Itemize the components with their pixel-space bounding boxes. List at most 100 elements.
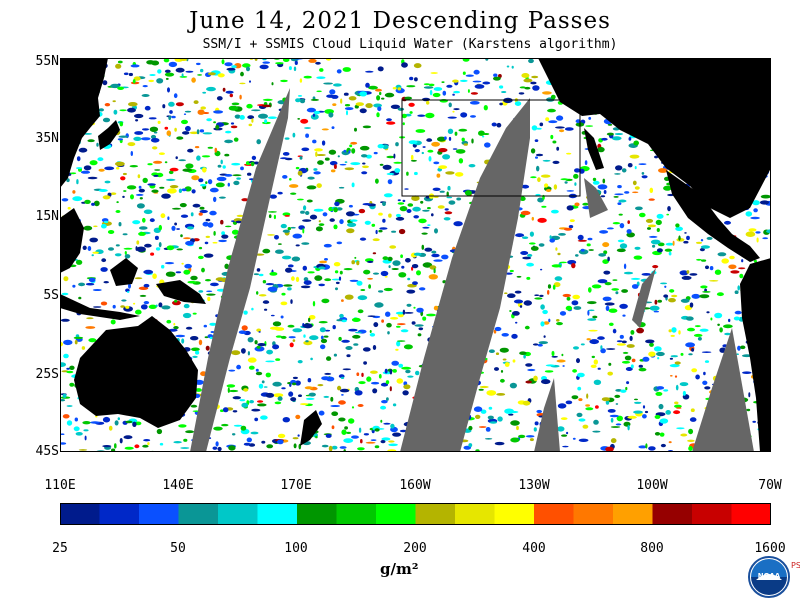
cloud-speck	[333, 353, 337, 357]
cloud-speck	[272, 344, 280, 350]
cloud-speck	[619, 334, 624, 339]
cloud-speck	[636, 327, 644, 334]
cloud-speck	[158, 302, 163, 308]
cloud-speck	[753, 208, 758, 213]
cloud-speck	[665, 242, 674, 246]
cloud-speck	[437, 136, 446, 142]
cloud-speck	[362, 125, 372, 129]
cloud-speck	[372, 345, 377, 350]
cloud-speck	[344, 104, 351, 107]
cloud-speck	[358, 208, 366, 214]
cloud-speck	[632, 180, 637, 186]
cloud-speck	[645, 218, 654, 223]
cloud-speck	[367, 277, 373, 280]
cloud-speck	[263, 386, 268, 388]
cloud-speck	[217, 164, 222, 168]
cloud-speck	[433, 305, 439, 311]
cloud-speck	[585, 404, 590, 407]
cloud-speck	[205, 345, 210, 351]
cloud-speck	[597, 367, 601, 370]
cloud-speck	[331, 445, 338, 450]
cloud-speck	[578, 418, 586, 422]
cloud-speck	[615, 165, 623, 171]
cloud-speck	[422, 262, 433, 268]
cloud-speck	[322, 212, 328, 217]
cloud-speck	[135, 193, 144, 196]
cloud-speck	[663, 389, 669, 392]
cloud-speck	[97, 157, 104, 162]
cloud-speck	[227, 182, 230, 187]
cloud-speck	[183, 438, 188, 442]
cloud-speck	[551, 355, 558, 358]
cloud-speck	[260, 415, 268, 420]
cloud-speck	[193, 100, 199, 104]
cloud-speck	[681, 275, 692, 280]
cloud-speck	[657, 299, 662, 303]
cloud-speck	[297, 434, 300, 437]
cloud-speck	[680, 433, 688, 437]
cloud-speck	[402, 309, 406, 315]
cloud-speck	[185, 125, 191, 132]
cloud-speck	[491, 122, 497, 127]
cloud-speck	[254, 417, 259, 422]
cloud-speck	[374, 428, 380, 432]
cloud-speck	[616, 415, 623, 422]
cloud-speck	[255, 368, 259, 372]
cloud-speck	[62, 414, 70, 419]
cloud-speck	[281, 255, 292, 260]
cloud-speck	[607, 409, 616, 413]
cloud-speck	[668, 298, 676, 303]
cloud-speck	[350, 141, 358, 145]
cloud-speck	[198, 339, 203, 346]
land-central-america	[666, 170, 760, 262]
cloud-speck	[144, 105, 151, 111]
cloud-speck	[318, 220, 321, 223]
cloud-speck	[552, 160, 560, 164]
cloud-speck	[206, 293, 216, 296]
cloud-speck	[221, 234, 229, 239]
cloud-speck	[183, 303, 190, 309]
cloud-speck	[282, 229, 290, 233]
cloud-speck	[175, 67, 185, 73]
cloud-speck	[493, 73, 498, 77]
cloud-speck	[225, 225, 232, 228]
cloud-speck	[444, 208, 449, 211]
cloud-speck	[386, 322, 392, 328]
cloud-speck	[686, 235, 690, 241]
cloud-speck	[586, 393, 589, 399]
cloud-speck	[151, 189, 159, 193]
cloud-speck	[486, 390, 497, 396]
cloud-speck	[499, 102, 503, 106]
cloud-speck	[380, 270, 389, 277]
cloud-speck	[216, 96, 223, 101]
cloud-speck	[357, 447, 365, 451]
cloud-speck	[103, 220, 109, 224]
cloud-speck	[133, 302, 136, 305]
no-data-swaths	[190, 88, 754, 452]
cloud-speck	[762, 237, 769, 240]
cloud-speck	[551, 209, 559, 214]
cloud-speck	[310, 114, 319, 120]
cloud-speck	[339, 313, 344, 318]
cloud-speck	[117, 86, 124, 90]
cloud-speck	[173, 326, 179, 330]
cloud-speck	[605, 400, 610, 405]
colorbar-cell	[297, 503, 337, 525]
cloud-speck	[89, 160, 98, 166]
cloud-speck	[134, 113, 144, 119]
cloud-speck	[176, 136, 184, 140]
cloud-speck	[367, 260, 374, 263]
cloud-speck	[460, 112, 468, 118]
cloud-speck	[183, 269, 191, 275]
cloud-speck	[213, 231, 216, 236]
swath-1	[190, 88, 290, 452]
cloud-speck	[338, 276, 342, 281]
cloud-speck	[541, 379, 551, 385]
cloud-speck	[143, 283, 150, 288]
cloud-speck	[220, 409, 224, 413]
cloud-speck	[150, 134, 157, 139]
cloud-speck	[633, 140, 639, 146]
cloud-speck	[400, 254, 403, 258]
cloud-speck	[351, 182, 355, 188]
cloud-speck	[592, 430, 601, 433]
